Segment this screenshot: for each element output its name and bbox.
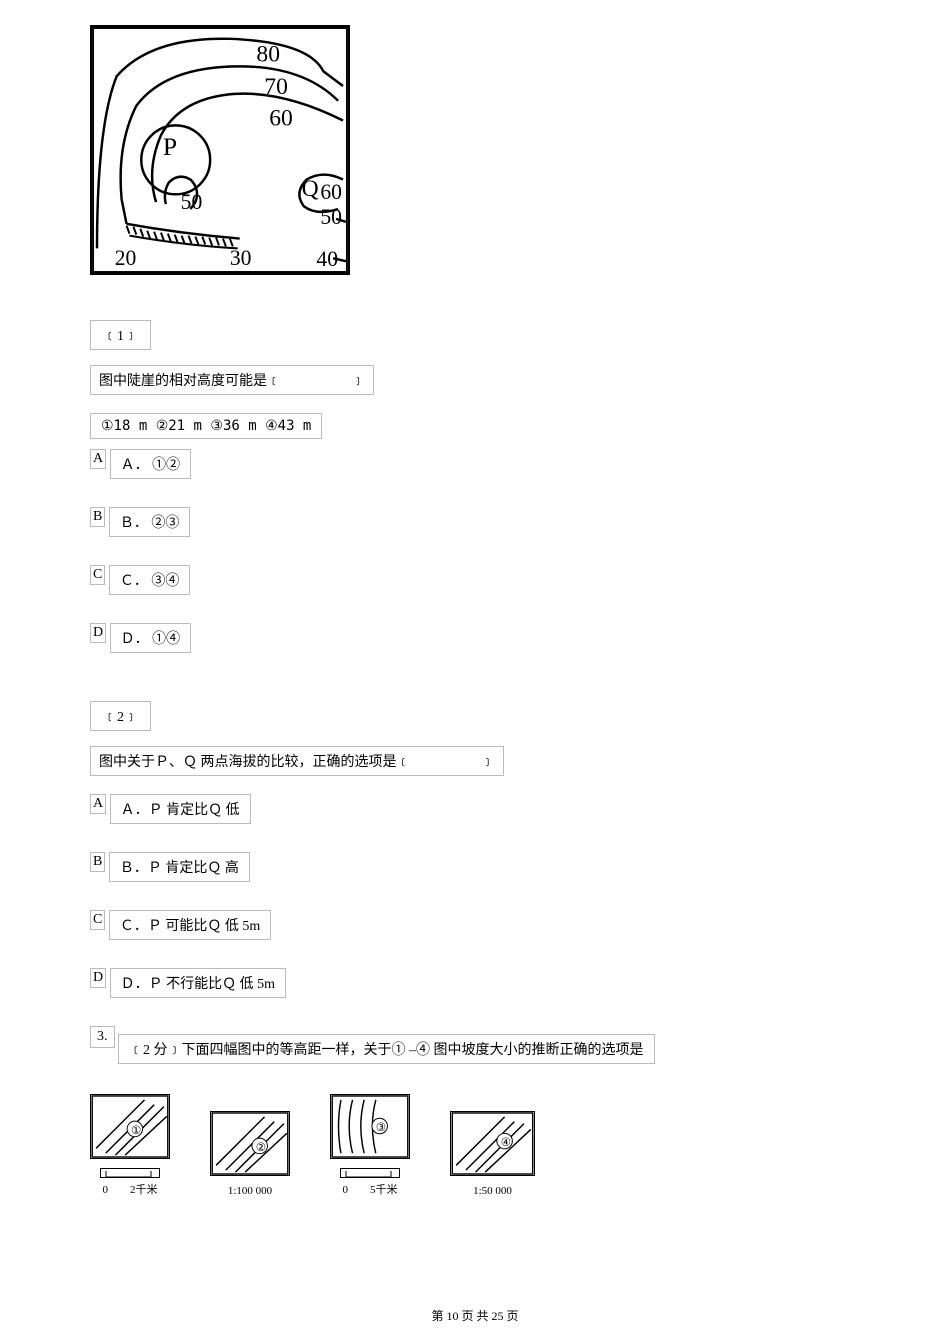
label-60a: 60 [269,105,293,131]
q2-optC: Ｃ．Ｐ 可能比Ｑ 低 5m [109,910,271,940]
q3-number: 3. [90,1026,115,1048]
q1-text: 图中陡崖的相对高度可能是﹝ ﹞ [90,365,374,395]
mini-map-2: ② 1:100 000 [210,1111,290,1197]
label-70: 70 [264,74,288,100]
q1-optA-letter: A [90,449,106,469]
scale-4: 1:50 000 [450,1185,535,1197]
q1-optD: Ｄ． ①④ [110,623,192,653]
label-50a: 50 [181,190,203,214]
q1-optB: Ｂ． ②③ [109,507,191,537]
q2-optB-letter: B [90,852,105,872]
q1-optB-letter: B [90,507,105,527]
page-footer: 第 10 页 共 25 页 [0,1307,950,1324]
svg-text:②: ② [256,1141,266,1154]
q2-optC-letter: C [90,910,105,930]
q3-text: ﹝2 分﹞下面四幅图中的等高距一样，关于① –④ 图中坡度大小的推断正确的选项是 [118,1034,655,1064]
label-Q: Q [302,176,319,202]
q2-number: ﹝2﹞ [90,701,151,731]
label-50b: 50 [320,205,342,229]
mini-maps-row: ① 0 2千米 ② 1:100 000 ③ [90,1094,860,1197]
label-60b: 60 [320,180,342,204]
q1-optC: Ｃ． ③④ [109,565,191,595]
label-80: 80 [256,41,280,67]
scale-1: 0 2千米 [103,1184,158,1196]
contour-svg: 80 70 60 60 50 50 40 30 20 P Q [90,25,350,275]
svg-text:④: ④ [501,1136,511,1149]
scale-3: 0 5千米 [343,1184,398,1196]
label-20: 20 [115,246,137,270]
svg-text:③: ③ [376,1121,386,1134]
mini-map-1: ① 0 2千米 [90,1094,170,1197]
q1-optD-letter: D [90,623,106,643]
label-30: 30 [230,246,252,270]
q2-optA: Ａ．Ｐ 肯定比Ｑ 低 [110,794,251,824]
scale-2: 1:100 000 [210,1185,290,1197]
svg-text:①: ① [131,1124,141,1137]
q2-optD-letter: D [90,968,106,988]
contour-map: 80 70 60 60 50 50 40 30 20 P Q [90,25,860,300]
q1-number: ﹝1﹞ [90,320,151,350]
q2-optD: Ｄ．Ｐ 不行能比Ｑ 低 5m [110,968,286,998]
q1-optA: Ａ． ①② [110,449,192,479]
label-40: 40 [316,247,338,271]
q1-optC-letter: C [90,565,105,585]
label-P: P [163,132,177,161]
mini-map-3: ③ 0 5千米 [330,1094,410,1197]
q1-choices: ①18 m ②21 m ③36 m ④43 m [90,413,322,439]
q2-optB: Ｂ．Ｐ 肯定比Ｑ 高 [109,852,250,882]
q2-optA-letter: A [90,794,106,814]
mini-map-4: ④ 1:50 000 [450,1111,535,1197]
q2-text: 图中关于Ｐ、Ｑ 两点海拔的比较，正确的选项是﹝ ﹞ [90,746,504,776]
